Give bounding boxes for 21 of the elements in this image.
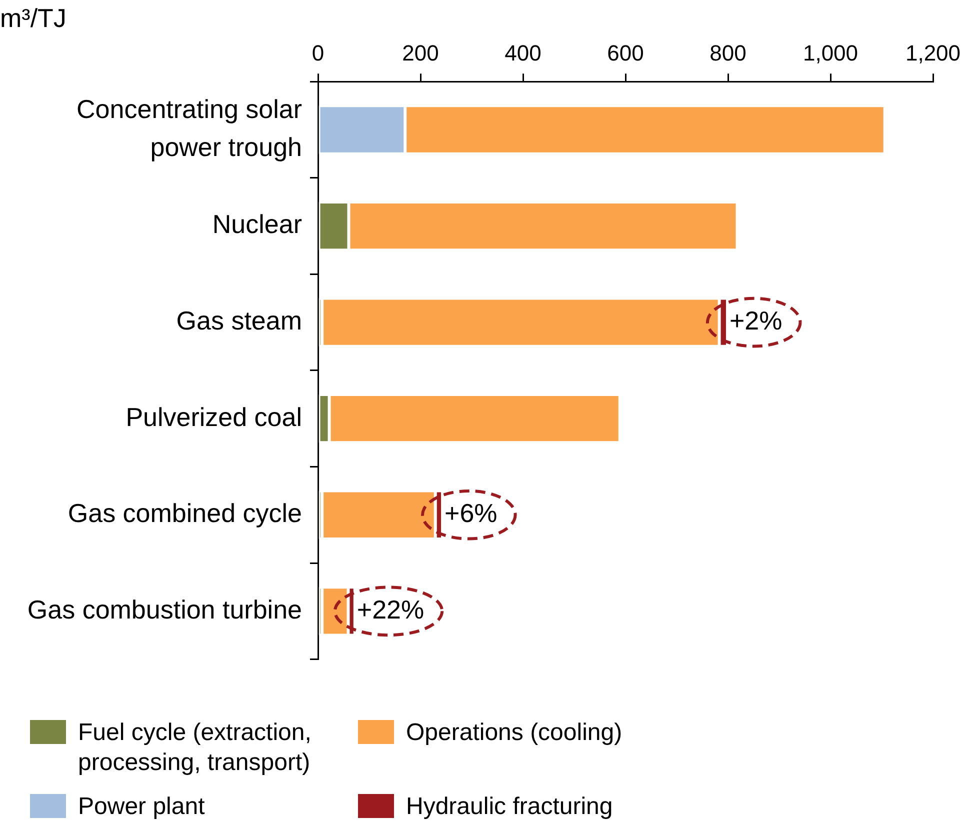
- legend-label: Fuel cycle (extraction, processing, transport): [78, 718, 312, 778]
- y-tick-label: Nuclear: [212, 209, 302, 240]
- annotation: +6%: [444, 498, 498, 528]
- y-tick-label: Gas combined cycle: [68, 498, 302, 528]
- y-tick-label: Gas steam: [176, 305, 302, 336]
- x-tick-label: 1,200: [905, 40, 961, 66]
- text: m³/TJ: [0, 2, 66, 33]
- y-tick-label: Pulverized coal: [126, 402, 302, 432]
- legend-label: Power plant: [78, 792, 206, 822]
- x-tick-label: 1,000: [802, 40, 858, 66]
- x-tick-label: 0: [312, 40, 324, 66]
- legend-label: Hydraulic fracturing: [406, 792, 614, 822]
- x-tick-label: 600: [607, 40, 644, 66]
- x-tick-label: 200: [402, 40, 439, 66]
- y-tick-label: Concentrating solar power trough: [76, 94, 302, 162]
- x-tick-label: 400: [504, 40, 542, 66]
- annotation: +2%: [729, 305, 782, 336]
- legend-label: Operations (cooling): [406, 718, 624, 748]
- x-tick-label: 800: [710, 40, 746, 66]
- annotation: +22%: [356, 594, 424, 624]
- y-tick-label: Gas combustion turbine: [27, 594, 302, 624]
